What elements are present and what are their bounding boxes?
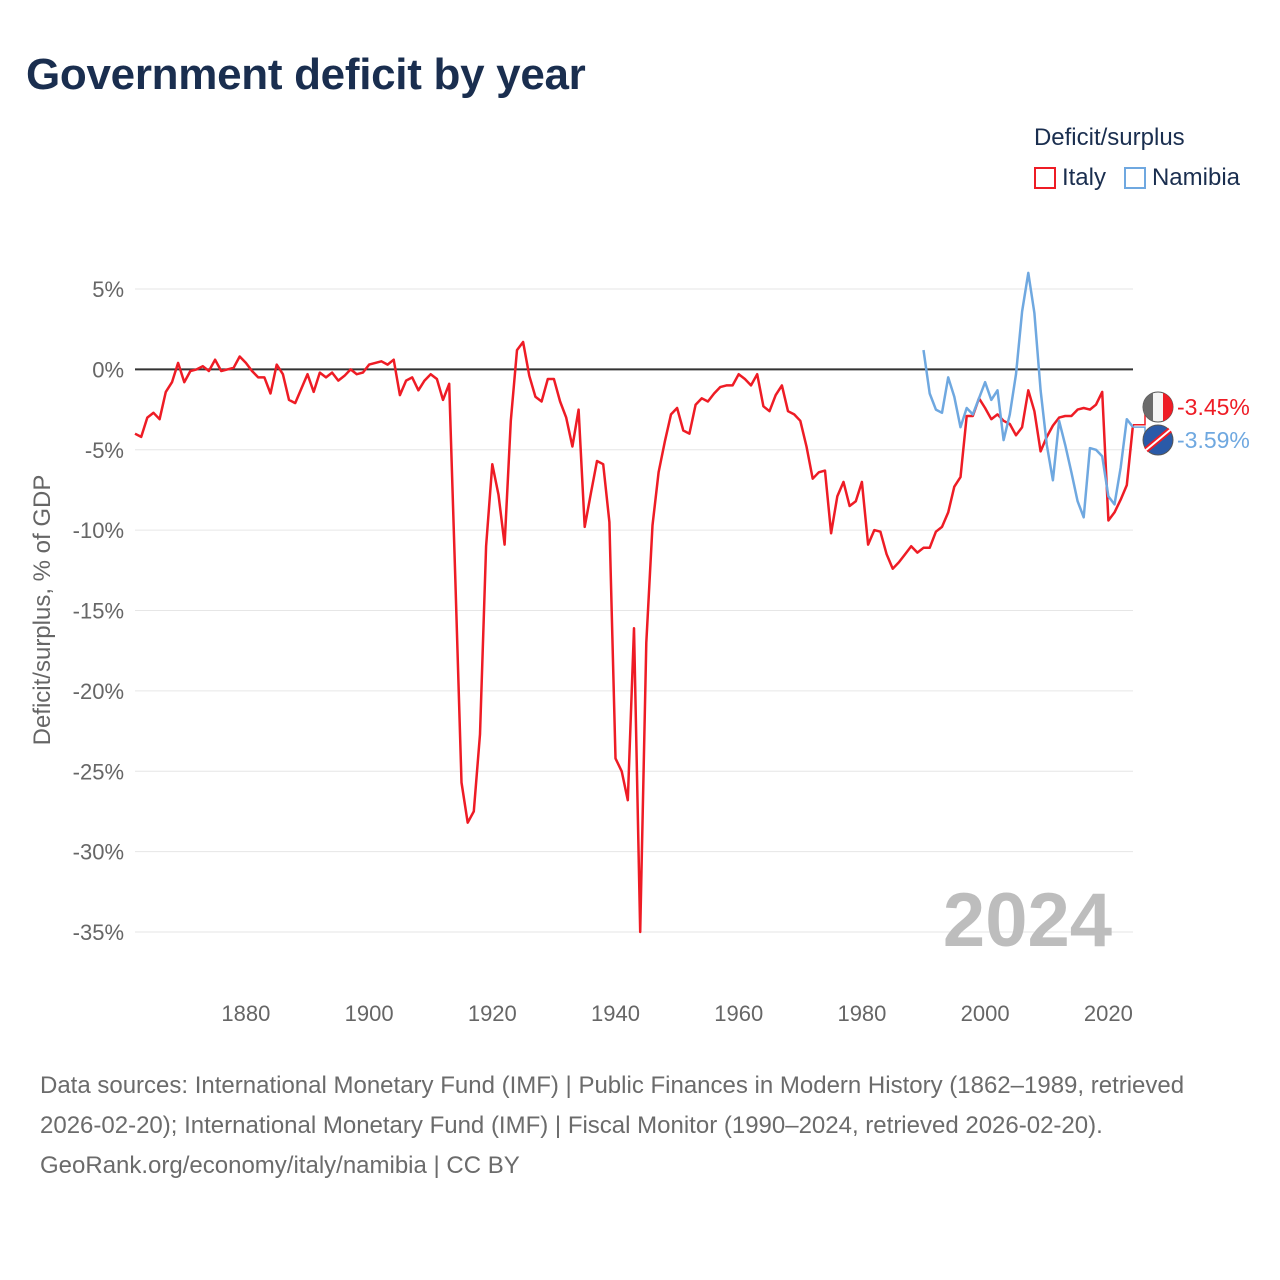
footer: Data sources: International Monetary Fun… [40, 1066, 1240, 1186]
x-tick-label: 1920 [468, 1001, 517, 1026]
chart-title: Government deficit by year [26, 50, 586, 99]
x-tick-label: 1880 [221, 1001, 270, 1026]
x-tick-label: 2020 [1084, 1001, 1133, 1026]
end-label-namibia: -3.59% [1177, 427, 1250, 453]
legend-label-namibia: Namibia [1151, 164, 1240, 191]
series-line-namibia [922, 271, 1134, 519]
line-chart: 5% 0% -5% -10% -15% -20% -25% -30% -35% 1880 1900 1… [29, 271, 1250, 1026]
x-tick-label: 1960 [714, 1001, 763, 1026]
y-tick-label: 0% [92, 357, 124, 382]
flag-stripe-left [1143, 392, 1153, 422]
y-tick-label: -5% [85, 438, 124, 463]
y-tick-label: -25% [73, 759, 124, 784]
data-sources-text: Data sources: International Monetary Fun… [40, 1072, 1185, 1139]
series-line-italy [134, 340, 1135, 934]
legend-label-italy: Italy [1061, 164, 1106, 191]
end-label-italy: -3.45% [1177, 394, 1250, 420]
y-tick-label: -15% [73, 599, 124, 624]
legend-item-namibia[interactable]: Namibia [1123, 164, 1240, 192]
x-tick-label: 1940 [591, 1001, 640, 1026]
y-tick-label: -30% [73, 840, 124, 865]
legend: Deficit/surplus Italy Namibia [1033, 124, 1240, 192]
legend-item-italy[interactable]: Italy [1033, 164, 1106, 192]
flag-stripe-right [1163, 392, 1173, 422]
y-tick-label: -20% [73, 679, 124, 704]
flag-band-edge [1145, 429, 1171, 451]
y-tick-label: 5% [92, 277, 124, 302]
y-tick-label: -10% [73, 518, 124, 543]
year-watermark: 2024 [943, 878, 1112, 963]
x-tick-label: 1980 [837, 1001, 886, 1026]
legend-swatch-namibia [1123, 167, 1146, 189]
x-tick-label: 1900 [345, 1001, 394, 1026]
legend-title: Deficit/surplus [1033, 124, 1185, 151]
legend-swatch-italy [1033, 167, 1056, 189]
x-tick-label: 2000 [961, 1001, 1010, 1026]
source-link[interactable]: GeoRank.org/economy/italy/namibia | CC B… [40, 1152, 520, 1179]
y-tick-label: -35% [73, 920, 124, 945]
y-axis-label: Deficit/surplus, % of GDP [29, 475, 56, 746]
